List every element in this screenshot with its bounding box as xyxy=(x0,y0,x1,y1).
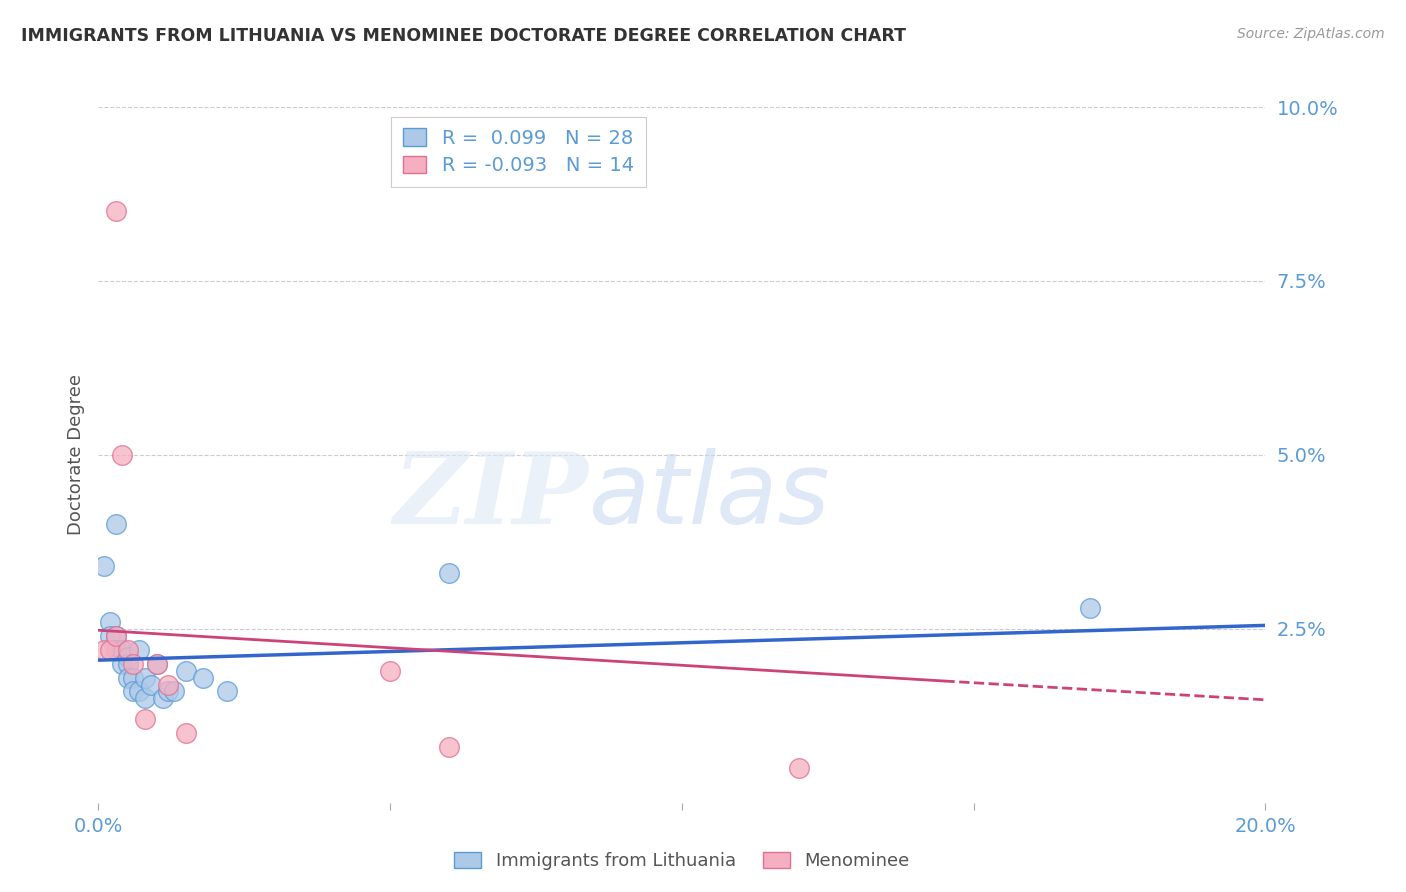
Point xyxy=(152,691,174,706)
Point xyxy=(104,629,127,643)
Legend: Immigrants from Lithuania, Menominee: Immigrants from Lithuania, Menominee xyxy=(447,845,917,877)
Point xyxy=(174,664,197,678)
Point xyxy=(98,642,121,657)
Point xyxy=(93,559,115,574)
Point xyxy=(117,642,139,657)
Text: atlas: atlas xyxy=(589,448,830,545)
Point xyxy=(111,448,134,462)
Point xyxy=(128,684,150,698)
Point xyxy=(111,642,134,657)
Point xyxy=(93,642,115,657)
Point xyxy=(122,671,145,685)
Point xyxy=(122,684,145,698)
Point xyxy=(111,657,134,671)
Point xyxy=(378,664,402,678)
Point xyxy=(787,761,810,775)
Text: IMMIGRANTS FROM LITHUANIA VS MENOMINEE DOCTORATE DEGREE CORRELATION CHART: IMMIGRANTS FROM LITHUANIA VS MENOMINEE D… xyxy=(21,27,905,45)
Text: ZIP: ZIP xyxy=(394,449,589,545)
Point xyxy=(117,657,139,671)
Y-axis label: Doctorate Degree: Doctorate Degree xyxy=(66,375,84,535)
Point xyxy=(98,615,121,629)
Point xyxy=(163,684,186,698)
Point xyxy=(117,671,139,685)
Point xyxy=(117,649,139,664)
Point xyxy=(134,671,156,685)
Point xyxy=(122,657,145,671)
Point xyxy=(134,712,156,726)
Point xyxy=(104,642,127,657)
Point xyxy=(215,684,238,698)
Point xyxy=(104,517,127,532)
Point xyxy=(146,657,169,671)
Point xyxy=(437,740,460,755)
Point xyxy=(157,684,180,698)
Point xyxy=(193,671,215,685)
Point xyxy=(104,629,127,643)
Point xyxy=(437,566,460,581)
Point xyxy=(146,657,169,671)
Point xyxy=(104,642,127,657)
Point xyxy=(139,677,162,691)
Text: Source: ZipAtlas.com: Source: ZipAtlas.com xyxy=(1237,27,1385,41)
Point xyxy=(128,642,150,657)
Point xyxy=(174,726,197,740)
Point xyxy=(98,629,121,643)
Point xyxy=(104,204,127,219)
Point xyxy=(1080,601,1102,615)
Point xyxy=(134,691,156,706)
Point xyxy=(157,677,180,691)
